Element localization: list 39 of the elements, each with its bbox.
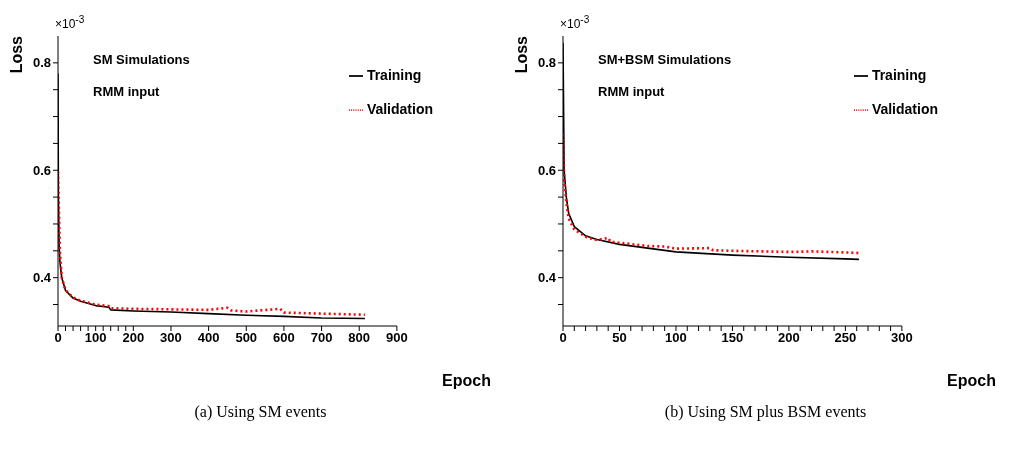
x-tick-label: 600 bbox=[273, 330, 295, 346]
x-tick-label: 400 bbox=[197, 330, 220, 346]
x-tick-label: 0 bbox=[559, 330, 567, 346]
x-tick-label: 250 bbox=[834, 330, 857, 346]
x-tick-label: 500 bbox=[235, 330, 258, 346]
y-tick-label: 0.8 bbox=[32, 55, 51, 71]
text: ×10$^{-3}$ bbox=[55, 14, 85, 31]
x-tick-label: 300 bbox=[891, 330, 913, 346]
x-tick-label: 100 bbox=[84, 330, 107, 346]
x-tick-label: 200 bbox=[778, 330, 800, 346]
x-axis-title: Epoch bbox=[947, 372, 996, 390]
legend-label: Validation bbox=[366, 101, 433, 117]
x-tick-label: 200 bbox=[122, 330, 145, 346]
x-tick-label: 300 bbox=[160, 330, 182, 346]
y-axis-title: Loss bbox=[8, 36, 26, 74]
y-axis-title: Loss bbox=[513, 36, 531, 74]
legend-label: Training bbox=[366, 67, 422, 83]
x-tick-label: 700 bbox=[310, 330, 333, 346]
annotation: RMM input bbox=[93, 84, 160, 99]
legend-label: Training bbox=[871, 67, 927, 83]
y-tick-label: 0.8 bbox=[537, 55, 556, 71]
y-tick-label: 0.4 bbox=[537, 270, 557, 286]
text: (b) Using SM plus BSM events bbox=[663, 403, 868, 421]
x-tick-label: 900 bbox=[386, 330, 408, 346]
x-tick-label: 0 bbox=[54, 330, 62, 346]
x-tick-label: 150 bbox=[721, 330, 744, 346]
legend-label: Validation bbox=[871, 101, 938, 117]
x-tick-label: 50 bbox=[612, 330, 627, 346]
text: ×10$^{-3}$ bbox=[560, 14, 590, 31]
text: (a) Using SM events bbox=[193, 403, 328, 421]
y-tick-label: 0.6 bbox=[537, 162, 556, 178]
annotation: RMM input bbox=[598, 84, 665, 99]
x-axis-title: Epoch bbox=[442, 372, 491, 390]
x-tick-label: 800 bbox=[348, 330, 371, 346]
annotation: SM Simulations bbox=[93, 52, 190, 67]
x-tick-label: 100 bbox=[665, 330, 687, 346]
y-tick-label: 0.4 bbox=[32, 270, 52, 286]
annotation: SM+BSM Simulations bbox=[598, 52, 732, 67]
y-tick-label: 0.6 bbox=[32, 162, 51, 178]
